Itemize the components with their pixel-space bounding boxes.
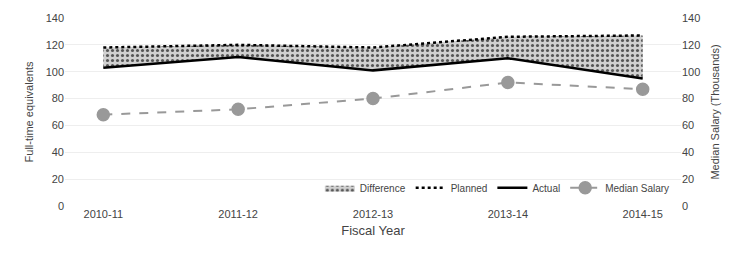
svg-text:60: 60 xyxy=(682,119,694,131)
svg-text:100: 100 xyxy=(682,66,700,78)
svg-text:2011-12: 2011-12 xyxy=(218,208,258,220)
svg-text:Fiscal Year: Fiscal Year xyxy=(341,223,405,238)
svg-text:20: 20 xyxy=(52,173,64,185)
svg-text:2013-14: 2013-14 xyxy=(488,208,528,220)
svg-text:Planned: Planned xyxy=(451,183,488,194)
svg-text:0: 0 xyxy=(58,200,64,212)
svg-text:Difference: Difference xyxy=(360,183,406,194)
svg-text:2010-11: 2010-11 xyxy=(84,208,124,220)
svg-text:Median Salary (Thousands): Median Salary (Thousands) xyxy=(709,44,721,179)
svg-text:Actual: Actual xyxy=(532,183,560,194)
svg-text:120: 120 xyxy=(682,39,700,51)
svg-text:140: 140 xyxy=(46,12,64,24)
svg-text:0: 0 xyxy=(682,200,688,212)
svg-text:80: 80 xyxy=(52,92,64,104)
svg-text:20: 20 xyxy=(682,173,694,185)
svg-text:60: 60 xyxy=(52,119,64,131)
svg-text:2014-15: 2014-15 xyxy=(623,208,663,220)
svg-text:80: 80 xyxy=(682,92,694,104)
svg-text:40: 40 xyxy=(682,146,694,158)
svg-text:100: 100 xyxy=(46,66,64,78)
svg-text:40: 40 xyxy=(52,146,64,158)
svg-text:120: 120 xyxy=(46,39,64,51)
svg-text:Full-time equivalents: Full-time equivalents xyxy=(23,61,35,162)
svg-text:2012-13: 2012-13 xyxy=(353,208,393,220)
svg-text:Median Salary: Median Salary xyxy=(605,183,669,194)
svg-text:140: 140 xyxy=(682,12,700,24)
